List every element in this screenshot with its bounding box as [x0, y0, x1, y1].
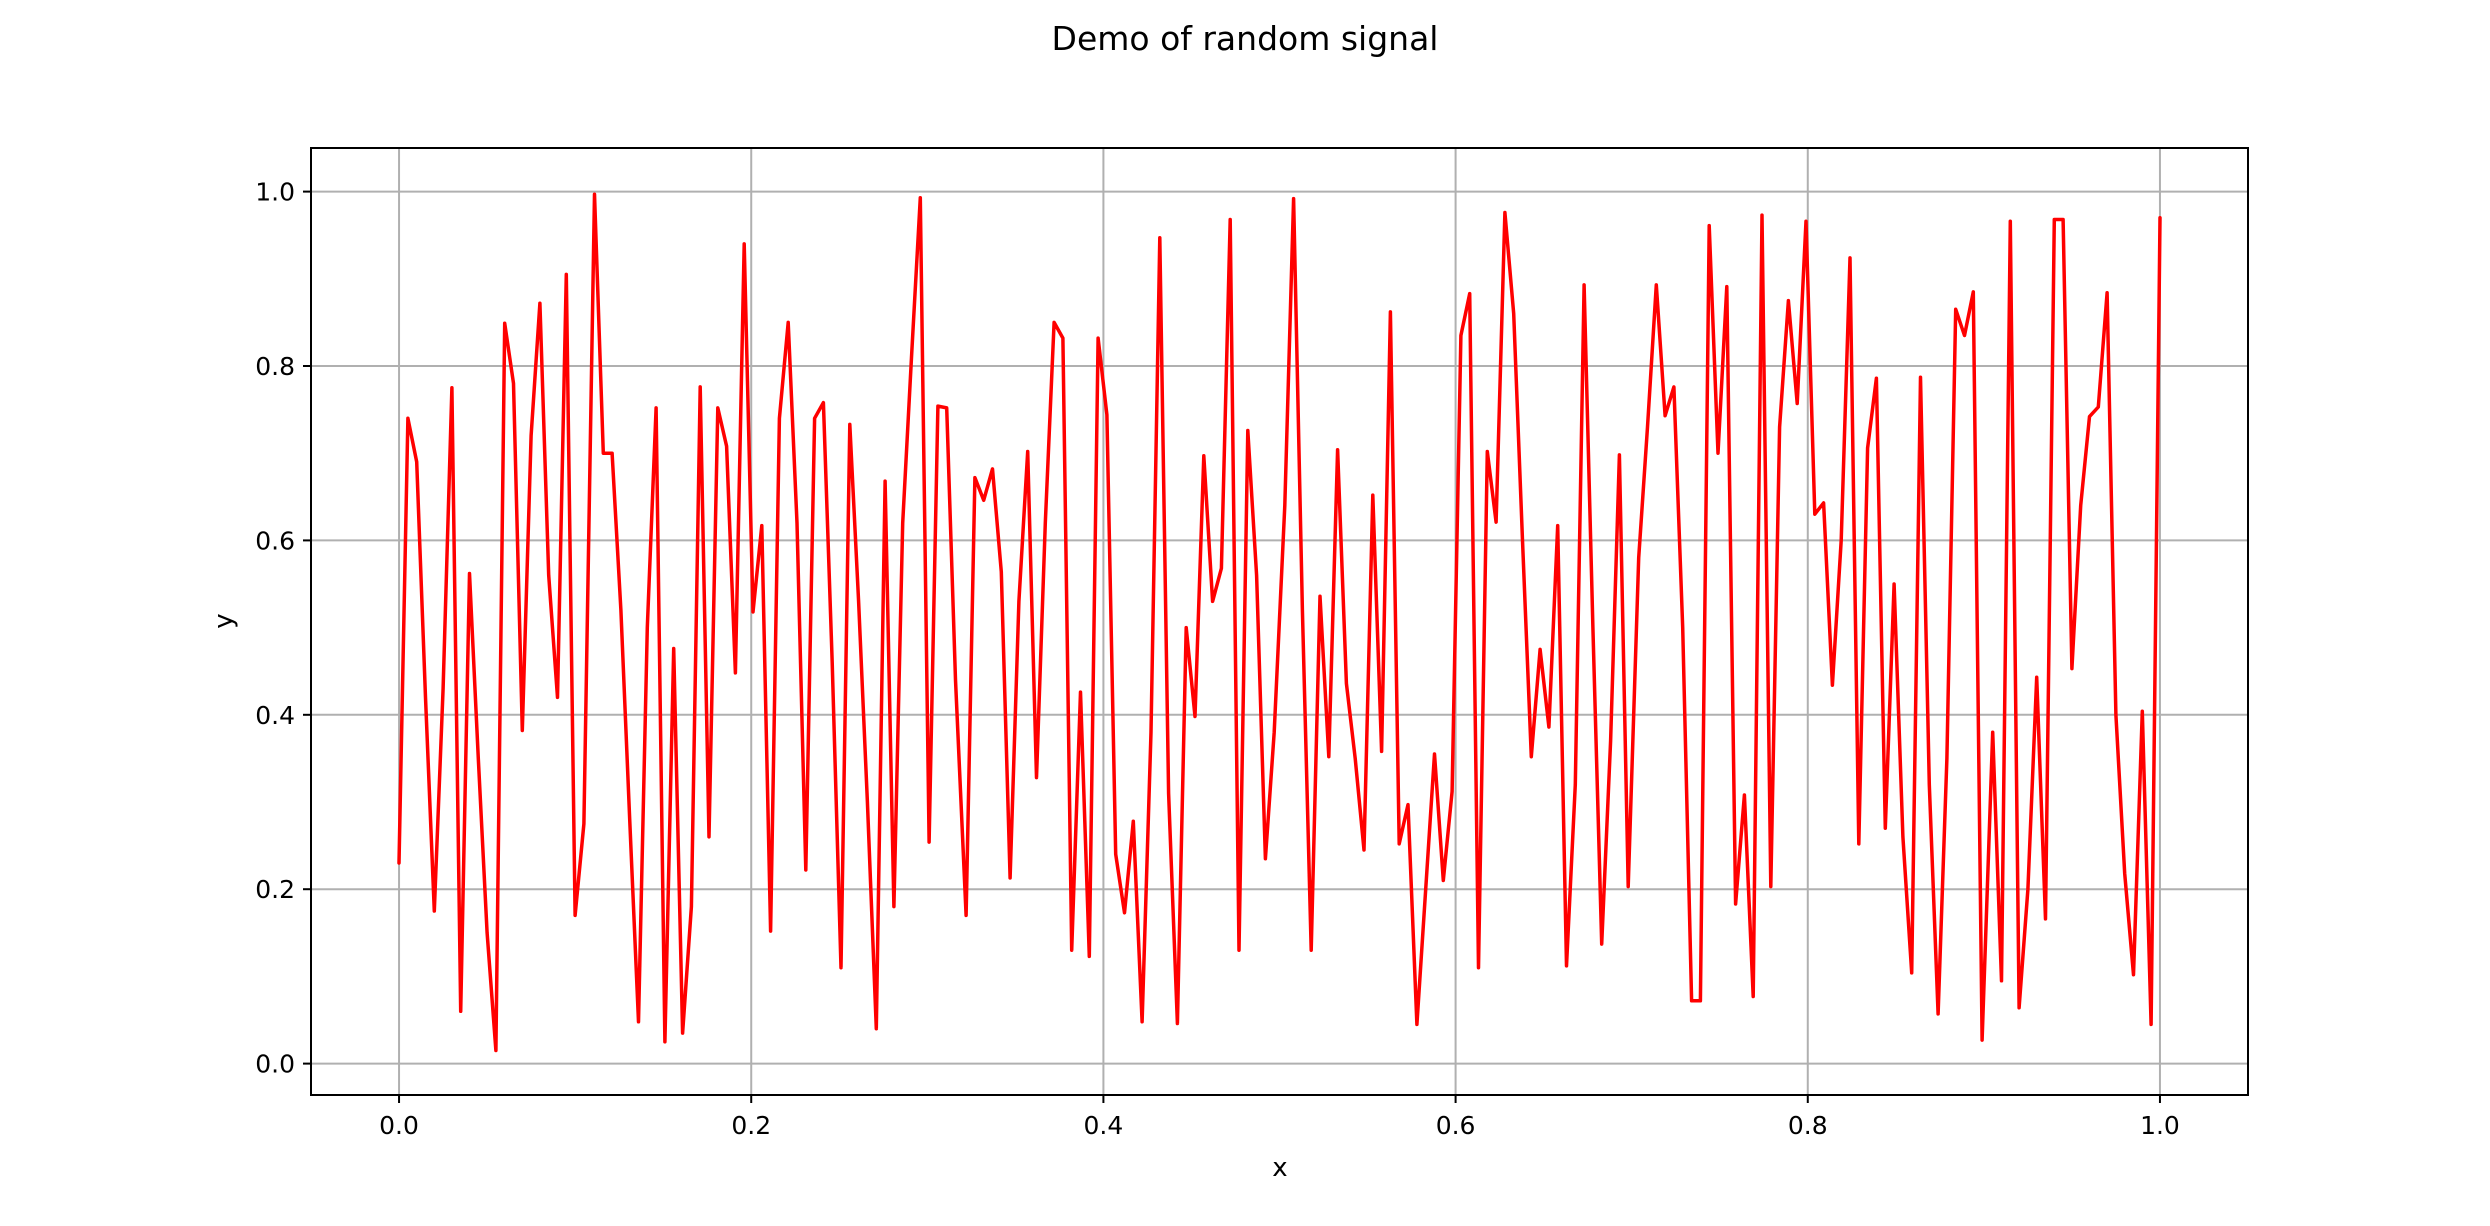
- y-tick-label: 0.0: [255, 1050, 295, 1079]
- x-tick-label: 0.2: [731, 1111, 771, 1140]
- y-tick-label: 0.4: [255, 701, 295, 730]
- x-tick-label: 1.0: [2140, 1111, 2180, 1140]
- signal-line: [397, 192, 2162, 1053]
- tick-marks: [303, 190, 2161, 1103]
- x-axis-label: x: [1272, 1153, 1287, 1183]
- x-tick-label: 0.4: [1084, 1111, 1124, 1140]
- y-tick-label: 0.8: [255, 352, 295, 381]
- x-tick-label: 0.0: [379, 1111, 419, 1140]
- x-tick-label: 0.8: [1788, 1111, 1828, 1140]
- tick-labels: 0.0 0.2 0.4 0.6 0.8 1.0 0.0 0.2 0.4 0.6 0.8 1.0: [255, 178, 2180, 1140]
- x-tick-label: 0.6: [1436, 1111, 1476, 1140]
- axes-frame: [310, 147, 2249, 1096]
- plot-series: [397, 192, 2162, 1053]
- y-tick-label: 0.6: [255, 526, 295, 555]
- y-tick-label: 1.0: [255, 178, 295, 207]
- chart-title: Demo of random signal: [1052, 19, 1439, 58]
- y-axis-label: y: [209, 613, 239, 628]
- y-tick-label: 0.2: [255, 875, 295, 904]
